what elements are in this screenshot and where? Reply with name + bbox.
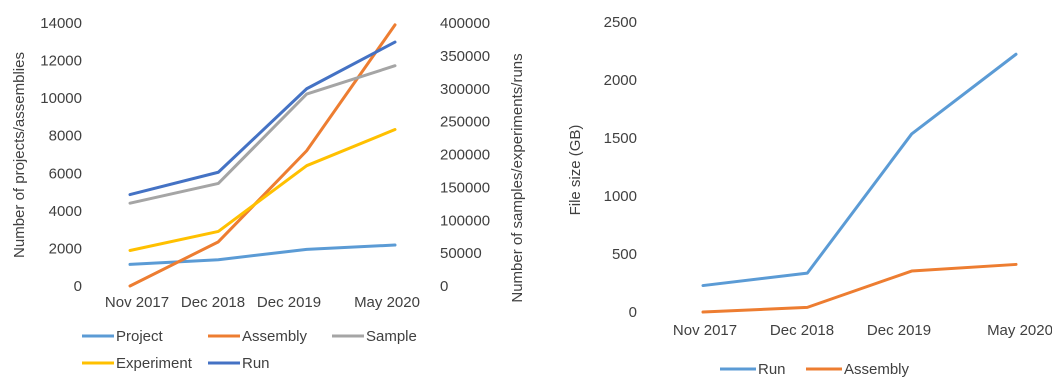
y2-tick-label: 50000 xyxy=(440,245,482,262)
x-tick-label: Dec 2018 xyxy=(181,294,245,311)
y2-tick-label: 250000 xyxy=(440,114,490,131)
legend-label-sample: Sample xyxy=(366,328,417,345)
legend-label-assembly: Assembly xyxy=(844,361,910,378)
y2-tick-label: 150000 xyxy=(440,179,490,196)
y-tick-label: 10000 xyxy=(40,90,82,107)
legend-label-project: Project xyxy=(116,328,164,345)
legend-label-experiment: Experiment xyxy=(116,355,193,372)
series-line-project xyxy=(128,243,397,266)
x-tick-label: Dec 2019 xyxy=(867,322,931,339)
y-tick-label: 0 xyxy=(74,278,82,295)
series-line-run xyxy=(128,40,397,197)
y2-axis-title: Number of samples/experiments/runs xyxy=(509,53,526,302)
series-line-sample xyxy=(128,64,397,205)
series-line-assembly xyxy=(128,23,397,288)
series-line-experiment xyxy=(128,128,397,252)
y-tick-label: 6000 xyxy=(49,165,82,182)
y-axis-title: File size (GB) xyxy=(567,125,584,216)
y2-tick-label: 300000 xyxy=(440,81,490,98)
y-tick-label: 4000 xyxy=(49,203,82,220)
y-tick-label: 1500 xyxy=(604,130,637,147)
chart-right: 0 500 1000 1500 2000 2500 Nov 2017 Dec 2018 Dec … xyxy=(567,14,1052,378)
legend-label-run: Run xyxy=(758,361,786,378)
x-tick-label: May 2020 xyxy=(354,294,420,311)
x-tick-label: Dec 2019 xyxy=(257,294,321,311)
chart-left: 0 2000 4000 6000 8000 10000 12000 14000 0 50000 10… xyxy=(11,15,526,372)
y-tick-label: 2000 xyxy=(604,72,637,89)
series-line-assembly xyxy=(701,262,1018,314)
y2-tick-label: 200000 xyxy=(440,147,490,164)
y-tick-label: 2500 xyxy=(604,14,637,31)
y-tick-label: 2000 xyxy=(49,240,82,257)
y-tick-label: 0 xyxy=(629,304,637,321)
x-tick-label: Nov 2017 xyxy=(673,322,737,339)
y-tick-label: 14000 xyxy=(40,15,82,32)
x-tick-label: Dec 2018 xyxy=(770,322,834,339)
legend-label-run: Run xyxy=(242,355,270,372)
y2-tick-label: 0 xyxy=(440,278,448,295)
y2-tick-label: 100000 xyxy=(440,212,490,229)
y2-tick-label: 350000 xyxy=(440,48,490,65)
x-tick-label: Nov 2017 xyxy=(105,294,169,311)
y2-tick-label: 400000 xyxy=(440,15,490,32)
y-tick-label: 12000 xyxy=(40,53,82,70)
y-tick-label: 1000 xyxy=(604,188,637,205)
series-line-run xyxy=(701,52,1018,288)
y-tick-label: 8000 xyxy=(49,128,82,145)
x-tick-label: May 2020 xyxy=(987,322,1052,339)
y-axis-title: Number of projects/assemblies xyxy=(11,52,28,258)
legend-label-assembly: Assembly xyxy=(242,328,308,345)
y-tick-label: 500 xyxy=(612,246,637,263)
